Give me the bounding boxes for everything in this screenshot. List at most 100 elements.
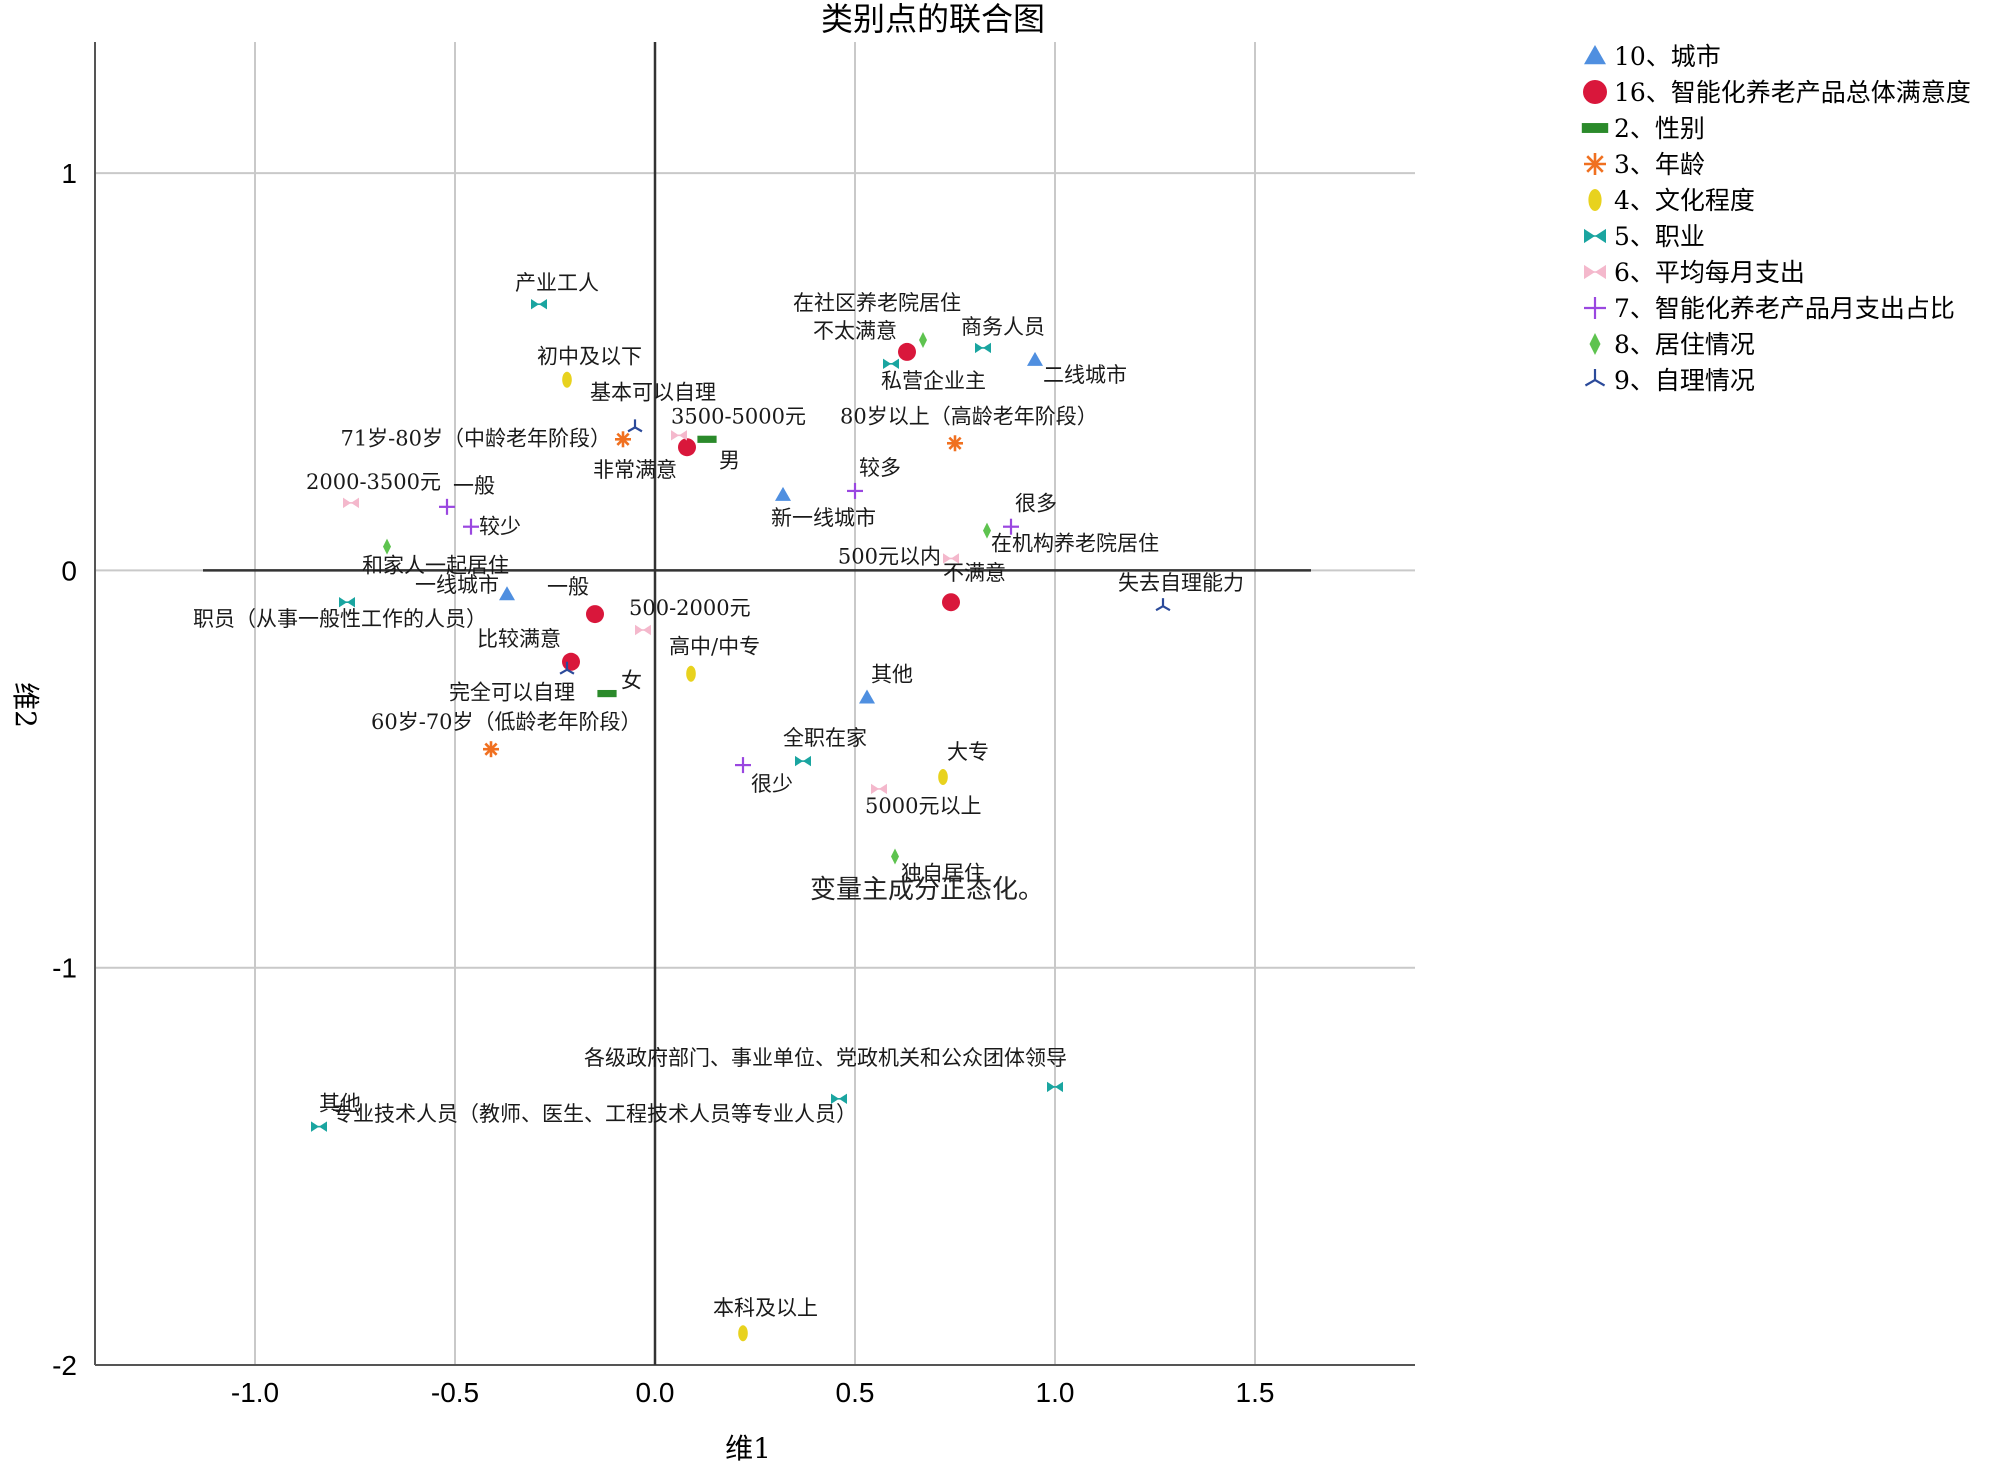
marker-shape bbox=[586, 605, 604, 624]
scatter-point bbox=[1027, 351, 1043, 366]
marker-shape bbox=[1586, 155, 1604, 173]
legend-label: 2、性别 bbox=[1614, 114, 1705, 143]
point-label: 一般 bbox=[547, 575, 589, 599]
point-label: 商务人员 bbox=[961, 315, 1045, 339]
x-tick-label: 0.0 bbox=[636, 1377, 675, 1408]
point-label: 一线城市 bbox=[415, 573, 499, 597]
legend-marker bbox=[1584, 45, 1606, 65]
point-label: 二线城市 bbox=[1043, 363, 1127, 387]
marker-shape bbox=[562, 371, 572, 388]
point-label: 大专 bbox=[947, 740, 989, 764]
legend-marker bbox=[1584, 264, 1606, 280]
point-label: 不太满意 bbox=[813, 319, 897, 343]
point-label: 基本可以自理 bbox=[590, 380, 716, 404]
scatter-point bbox=[898, 342, 916, 361]
marker-shape bbox=[891, 848, 899, 865]
y-axis-title: 维2 bbox=[9, 682, 42, 728]
point-label: 私营企业主 bbox=[881, 369, 986, 393]
legend-label: 5、职业 bbox=[1614, 222, 1705, 251]
point-label: 较少 bbox=[479, 515, 521, 539]
point-label: 其他 bbox=[871, 663, 913, 687]
x-axis-title: 维1 bbox=[725, 1432, 771, 1465]
point-label: 很少 bbox=[751, 772, 793, 796]
legend-entry: 8、居住情况 bbox=[1589, 330, 1755, 359]
marker-shape bbox=[686, 665, 696, 682]
marker-shape bbox=[983, 522, 991, 539]
scatter-point bbox=[615, 431, 631, 448]
point-label: 独自居住 bbox=[901, 861, 985, 885]
legend-marker bbox=[1584, 153, 1606, 175]
point-label: 不满意 bbox=[943, 561, 1006, 585]
scatter-point bbox=[938, 769, 948, 785]
marker-shape bbox=[566, 668, 575, 675]
scatter-point bbox=[597, 689, 617, 698]
point-label: 500元以内 bbox=[838, 544, 941, 568]
scatter-point bbox=[891, 848, 899, 865]
legend-marker bbox=[1584, 369, 1606, 387]
scatter-point bbox=[499, 586, 515, 601]
point-label: 初中及以下 bbox=[537, 345, 642, 369]
scatter-point bbox=[343, 497, 359, 509]
scatter-point bbox=[311, 1121, 327, 1132]
scatter-point bbox=[975, 342, 991, 354]
marker-shape bbox=[1594, 379, 1606, 387]
point-label: 全职在家 bbox=[783, 726, 867, 750]
marker-shape bbox=[484, 742, 498, 756]
marker-shape bbox=[775, 486, 791, 501]
legend-entry: 5、职业 bbox=[1584, 222, 1705, 251]
marker-shape bbox=[1162, 605, 1171, 612]
marker-shape bbox=[634, 426, 643, 433]
marker-shape bbox=[1584, 379, 1596, 387]
scatter-point bbox=[586, 605, 604, 624]
x-tick-label: 1.0 bbox=[1036, 1377, 1075, 1408]
marker-shape bbox=[627, 426, 636, 433]
marks-layer bbox=[311, 299, 1171, 1342]
scatter-point bbox=[339, 596, 355, 608]
scatter-point bbox=[847, 482, 863, 499]
point-label: 3500-5000元 bbox=[671, 404, 806, 428]
scatter-point bbox=[947, 435, 963, 452]
scatter-point bbox=[943, 553, 959, 564]
legend-label: 16、智能化养老产品总体满意度 bbox=[1614, 78, 1971, 107]
scatter-point bbox=[831, 1093, 847, 1105]
scatter-point bbox=[697, 435, 717, 443]
marker-shape bbox=[898, 342, 916, 361]
scatter-point bbox=[686, 665, 696, 682]
legend-marker bbox=[1589, 333, 1601, 355]
scatter-point bbox=[439, 498, 455, 515]
scatter-point bbox=[678, 438, 696, 457]
scatter-point bbox=[562, 652, 580, 671]
legend-entry: 2、性别 bbox=[1581, 114, 1705, 143]
scatter-point bbox=[383, 538, 391, 555]
scatter-point bbox=[627, 419, 643, 433]
legend-label: 10、城市 bbox=[1614, 42, 1721, 71]
marker-shape bbox=[616, 432, 630, 446]
scatter-point bbox=[1003, 518, 1019, 535]
point-label: 71岁-80岁（中龄老年阶段） bbox=[340, 426, 611, 450]
marker-shape bbox=[738, 1325, 748, 1342]
marker-shape bbox=[1583, 80, 1607, 104]
legend-marker bbox=[1583, 80, 1607, 104]
point-label: 非常满意 bbox=[593, 458, 677, 482]
point-label: 比较满意 bbox=[477, 627, 561, 651]
marker-shape bbox=[942, 593, 960, 612]
point-label: 和家人一起居住 bbox=[362, 554, 509, 578]
marker-shape bbox=[559, 668, 568, 675]
point-label: 职员（从事一般性工作的人员） bbox=[193, 607, 487, 631]
point-label: 5000元以上 bbox=[865, 794, 981, 818]
chart-title: 类别点的联合图 bbox=[821, 0, 1045, 38]
legend-label: 8、居住情况 bbox=[1614, 330, 1755, 359]
marker-shape bbox=[499, 586, 515, 601]
legend-entry: 10、城市 bbox=[1584, 42, 1721, 71]
marker-shape bbox=[919, 331, 927, 348]
y-tick-label: -2 bbox=[52, 1350, 77, 1381]
x-tick-label: -0.5 bbox=[431, 1377, 479, 1408]
legend-label: 9、自理情况 bbox=[1614, 366, 1755, 395]
point-label: 本科及以上 bbox=[713, 1296, 818, 1320]
scatter-point bbox=[559, 661, 575, 675]
point-label: 专业技术人员（教师、医生、工程技术人员等专业人员） bbox=[332, 1102, 857, 1126]
legend-entry: 7、智能化养老产品月支出占比 bbox=[1584, 294, 1955, 323]
legend-marker bbox=[1581, 123, 1609, 133]
